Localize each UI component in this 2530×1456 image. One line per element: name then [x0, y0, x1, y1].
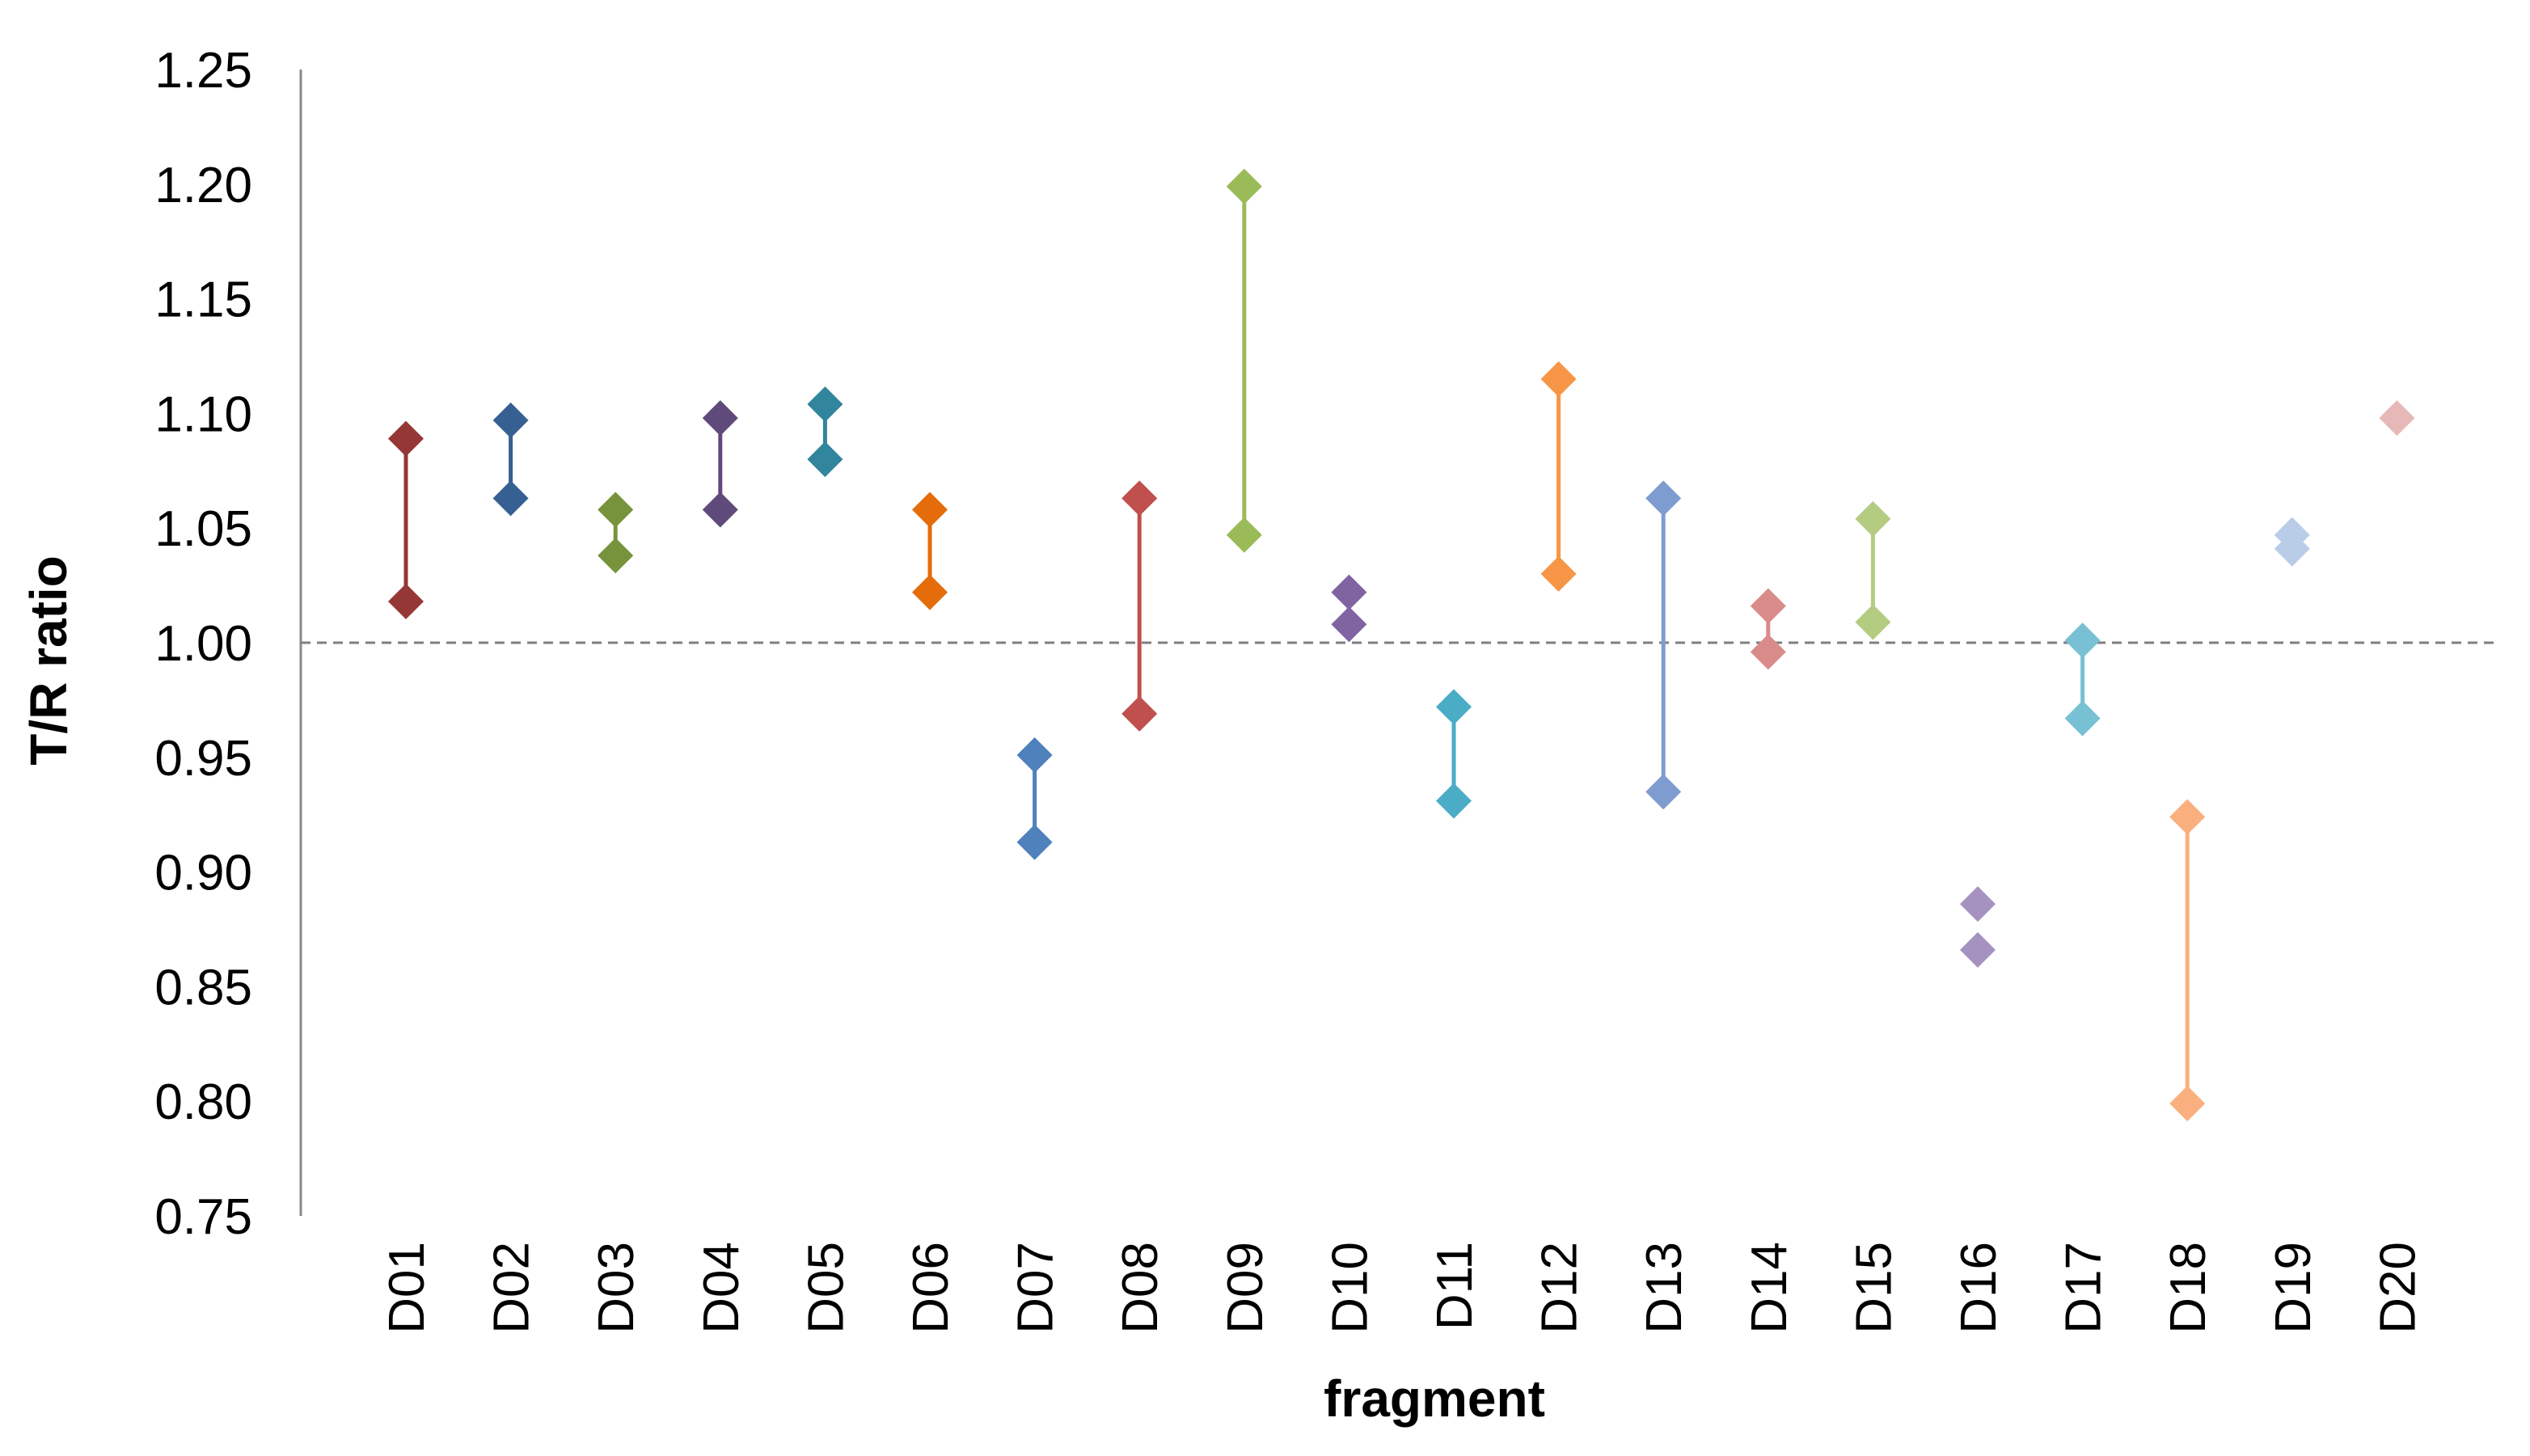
marker-d03-low: [598, 538, 634, 574]
x-tick-label: D11: [1427, 1242, 1483, 1330]
y-tick-label: 1.25: [154, 43, 252, 99]
marker-d10-high: [1331, 574, 1367, 610]
x-tick-label: D02: [484, 1242, 540, 1334]
marker-d10-low: [1331, 606, 1367, 643]
marker-d01-high: [388, 420, 424, 457]
marker-d15-high: [1855, 500, 1891, 537]
x-tick-labels: D01 D02 D03 D04 D05 D06 D07 D08 D09 D10 D11 D12 D13 D…: [379, 1242, 2426, 1334]
marker-d15-low: [1855, 604, 1891, 640]
marker-d08-high: [1121, 480, 1158, 517]
marker-d06-low: [912, 574, 948, 610]
y-axis-title: T/R ratio: [19, 555, 78, 766]
y-tick-label: 1.20: [154, 158, 252, 213]
marker-d11-high: [1436, 689, 1472, 725]
x-tick-label: D16: [1951, 1242, 2007, 1334]
marker-d06-high: [912, 492, 948, 528]
x-tick-label: D15: [1846, 1242, 1902, 1334]
y-tick-label: 0.95: [154, 731, 252, 787]
y-tick-label: 0.80: [154, 1074, 252, 1130]
x-tick-label: D03: [589, 1242, 644, 1334]
y-tick-label: 1.00: [154, 616, 252, 672]
x-tick-label: D19: [2266, 1242, 2321, 1334]
y-tick-label: 0.85: [154, 960, 252, 1015]
marker-d18-high: [2169, 799, 2206, 835]
marker-d08-low: [1121, 695, 1158, 732]
y-tick-label: 1.05: [154, 501, 252, 557]
marker-d09-low: [1226, 517, 1262, 553]
x-tick-label: D14: [1742, 1242, 1797, 1334]
marker-d02-high: [492, 402, 529, 438]
marker-d11-low: [1436, 783, 1472, 819]
x-tick-label: D01: [379, 1242, 435, 1334]
x-tick-label: D06: [903, 1242, 959, 1334]
marker-d02-low: [492, 480, 529, 517]
marker-d16-high: [1960, 886, 1996, 922]
marker-d12-high: [1540, 361, 1577, 397]
marker-d14-low: [1750, 634, 1786, 670]
marker-d17-low: [2064, 700, 2101, 736]
y-tick-label: 0.90: [154, 846, 252, 901]
x-tick-label: D20: [2370, 1242, 2426, 1334]
marker-d07-low: [1016, 824, 1053, 860]
x-tick-label: D04: [694, 1242, 750, 1334]
x-tick-label: D13: [1637, 1242, 1692, 1334]
marker-d04-high: [702, 400, 738, 437]
marker-d03-high: [598, 492, 634, 528]
x-tick-label: D18: [2160, 1242, 2216, 1334]
x-tick-label: D12: [1532, 1242, 1588, 1334]
marker-d05-low: [807, 441, 843, 478]
marker-d18-low: [2169, 1086, 2206, 1122]
marker-d16-low: [1960, 932, 1996, 969]
marker-d09-high: [1226, 168, 1262, 205]
x-tick-label: D17: [2056, 1242, 2112, 1334]
x-tick-label: D08: [1113, 1242, 1168, 1334]
y-tick-label: 1.15: [154, 272, 252, 328]
marker-d04-low: [702, 492, 738, 528]
x-axis-title: fragment: [1324, 1369, 1545, 1428]
y-tick-label: 1.10: [154, 386, 252, 442]
x-tick-label: D09: [1218, 1242, 1273, 1334]
marker-d19-low: [2274, 530, 2310, 567]
x-tick-label: D10: [1322, 1242, 1378, 1334]
marker-d05-high: [807, 386, 843, 423]
marker-d01-low: [388, 583, 424, 619]
data-marks: [388, 168, 2415, 1122]
marker-d12-low: [1540, 555, 1577, 592]
marker-d13-low: [1645, 774, 1682, 810]
x-tick-label: D05: [798, 1242, 854, 1334]
y-tick-label: 0.75: [154, 1189, 252, 1245]
marker-d13-high: [1645, 480, 1682, 517]
marker-d20-point: [2379, 400, 2415, 437]
y-tick-labels: 0.75 0.80 0.85 0.90 0.95 1.00 1.05 1.10 1.15 1.20…: [154, 43, 252, 1245]
marker-d07-high: [1016, 736, 1053, 773]
plot-area: 0.75 0.80 0.85 0.90 0.95 1.00 1.05 1.10 1.15 1.20…: [154, 43, 2498, 1334]
marker-d14-high: [1750, 588, 1786, 624]
x-tick-label: D07: [1008, 1242, 1064, 1334]
marker-d17-high: [2064, 622, 2101, 659]
